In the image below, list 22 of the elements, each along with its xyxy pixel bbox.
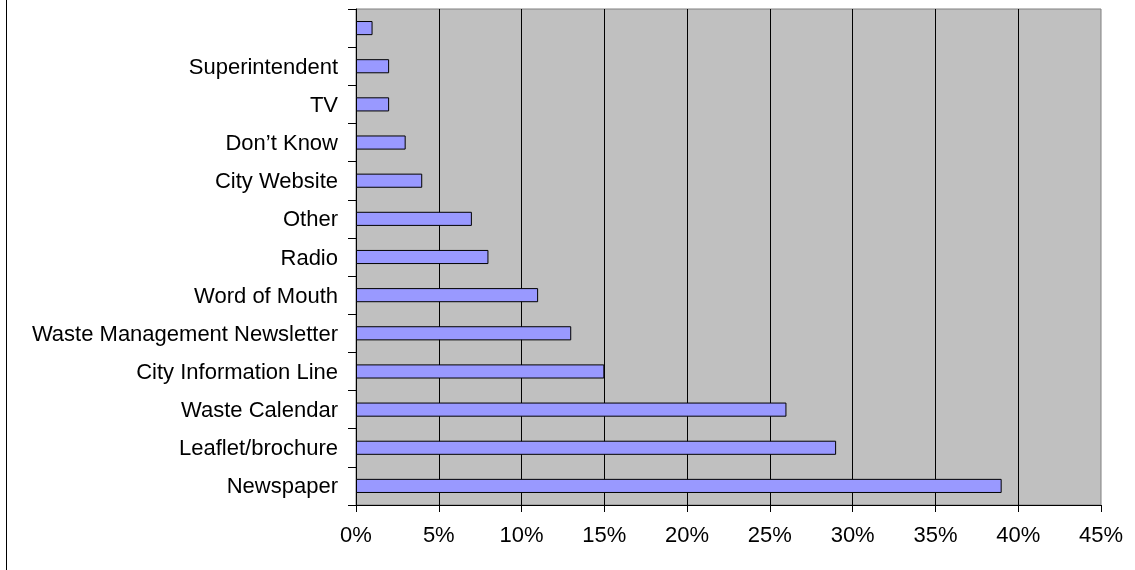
y-tick-label: City Information Line	[136, 358, 338, 384]
y-tick-label: Other	[282, 206, 338, 232]
x-tick-label: 30%	[830, 521, 875, 547]
y-tick-label: Superintendent	[188, 53, 338, 79]
x-tick-label: 40%	[996, 521, 1041, 547]
y-tick-label: Radio	[280, 244, 338, 270]
y-tick-label: Waste Management Newsletter	[31, 320, 338, 346]
y-tick-label: Word of Mouth	[194, 282, 338, 308]
x-tick-label: 15%	[582, 521, 627, 547]
x-tick-label: 0%	[340, 521, 372, 547]
y-tick-label: Don’t Know	[225, 130, 339, 156]
x-tick-label: 45%	[1078, 521, 1124, 547]
x-tick-label: 5%	[422, 521, 455, 547]
y-tick-label: City Website	[214, 168, 338, 194]
x-tick-label: 25%	[747, 521, 792, 547]
x-tick-label: 20%	[665, 521, 710, 547]
y-tick-label: TV	[309, 91, 339, 117]
y-tick-label: Newspaper	[226, 473, 338, 499]
x-tick-label: 10%	[499, 521, 544, 547]
x-tick-label: 35%	[913, 521, 958, 547]
y-tick-label: Waste Calendar	[181, 397, 338, 423]
y-tick-label: Leaflet/brochure	[179, 435, 338, 461]
